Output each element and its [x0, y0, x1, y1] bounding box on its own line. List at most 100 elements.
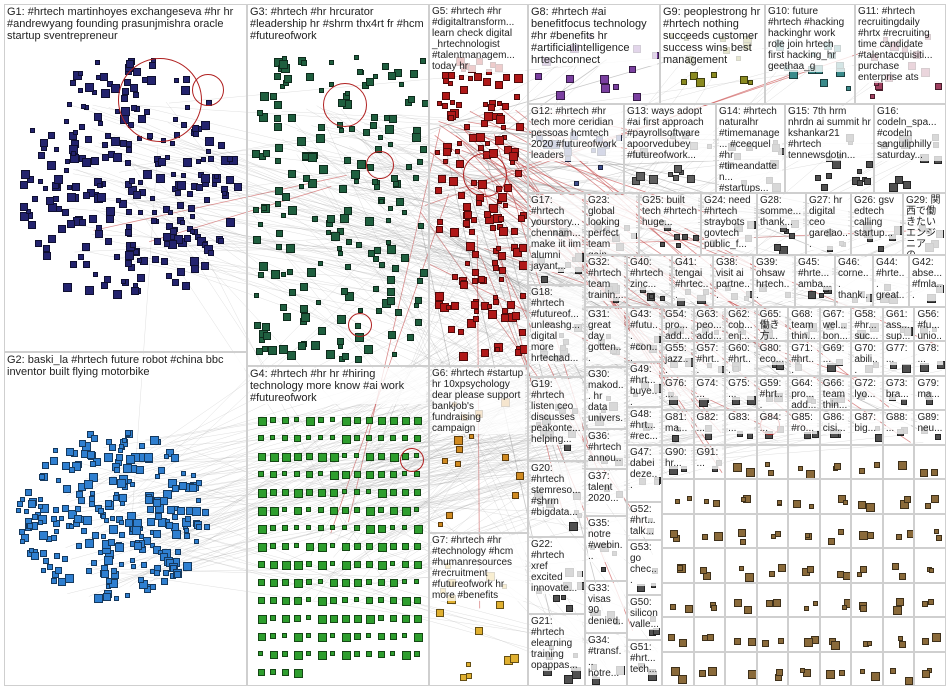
graph-node: [354, 435, 360, 441]
graph-node: [256, 110, 263, 117]
graph-node: [173, 235, 183, 245]
graph-node: [448, 326, 456, 334]
graph-node: [270, 489, 277, 496]
graph-node: [338, 250, 344, 256]
group-label: G45: #hrte... amba...: [798, 257, 832, 290]
group-label: G28: somme... thank...: [760, 195, 804, 228]
graph-edge: [118, 215, 881, 339]
graph-node: [188, 204, 196, 212]
graph-node: [449, 176, 459, 186]
graph-node: [42, 245, 50, 253]
graph-node: [564, 675, 574, 685]
graph-edge: [352, 250, 906, 310]
graph-node: [306, 268, 316, 278]
graph-node: [330, 232, 340, 242]
graph-node: [278, 344, 288, 354]
graph-node: [66, 102, 72, 108]
graph-edge: [312, 157, 682, 248]
group-label: G24: need #hrtech straybots govtech publ…: [704, 195, 754, 250]
graph-node: [402, 210, 408, 216]
graph-node: [402, 435, 408, 441]
graph-node: [253, 235, 262, 244]
graph-node: [419, 57, 426, 64]
graph-node: [189, 214, 195, 220]
graph-node: [116, 198, 122, 204]
graph-node: [768, 469, 775, 476]
graph-node: [330, 525, 335, 530]
graph-node: [67, 185, 72, 191]
graph-node: [253, 293, 259, 299]
graph-node: [746, 467, 756, 477]
graph-node: [402, 633, 407, 638]
graph-node: [442, 159, 448, 165]
group-g7: G7: #hrtech #hr #technology #hcm #humanr…: [429, 533, 528, 686]
graph-node: [129, 557, 135, 563]
graph-node: [372, 73, 378, 79]
graph-node: [866, 503, 876, 513]
graph-node: [712, 500, 720, 508]
graph-node: [288, 289, 296, 297]
graph-node: [701, 534, 708, 540]
graph-node: [136, 257, 142, 263]
graph-node: [97, 508, 104, 515]
graph-node: [366, 507, 375, 516]
graph-node: [174, 570, 182, 578]
group-cell: [725, 548, 757, 583]
graph-node: [72, 183, 81, 191]
graph-node: [414, 543, 421, 550]
graph-node: [126, 140, 133, 147]
group-cell: [788, 651, 820, 686]
graph-node: [354, 579, 362, 587]
graph-node: [104, 499, 112, 507]
graph-node: [183, 528, 189, 534]
graph-node: [889, 182, 899, 192]
graph-node: [287, 113, 296, 122]
graph-node: [832, 160, 842, 170]
graph-node: [442, 148, 451, 157]
graph-node: [82, 261, 90, 269]
group-cell: [662, 617, 694, 652]
graph-node: [270, 435, 275, 440]
graph-node: [483, 211, 491, 219]
graph-node: [738, 566, 744, 572]
graph-node: [51, 577, 58, 584]
graph-node: [114, 542, 124, 552]
group-label: G76: ...: [665, 377, 691, 400]
graph-node: [414, 489, 421, 496]
graph-node: [139, 442, 146, 449]
graph-node: [94, 113, 103, 122]
graph-node: [130, 242, 137, 249]
graph-node: [195, 479, 202, 486]
graph-node: [84, 538, 94, 548]
group-g46: G46: corne... thank...: [835, 255, 873, 307]
graph-node: [498, 226, 508, 236]
group-g45: G45: #hrte... amba...: [795, 255, 835, 307]
group-label: G44: #hrte... great...: [876, 257, 906, 306]
graph-node: [743, 605, 752, 614]
graph-node: [388, 114, 397, 123]
group-g31: G31: great day gotten...: [585, 307, 627, 367]
graph-node: [263, 150, 271, 158]
group-label: G50: silicon valle...: [630, 597, 661, 630]
graph-node: [703, 571, 712, 580]
graph-node: [843, 598, 851, 608]
graph-node: [805, 533, 811, 539]
graph-node: [677, 565, 684, 572]
graph-node: [70, 80, 77, 87]
graph-node: [390, 525, 395, 530]
graph-node: [504, 145, 513, 154]
group-label: G68: team thin...: [791, 309, 817, 342]
graph-edge: [115, 539, 549, 638]
graph-node: [458, 192, 466, 200]
graph-node: [64, 167, 70, 173]
group-cell: [819, 582, 852, 618]
graph-edge: [80, 442, 924, 509]
graph-node: [317, 261, 323, 267]
group-label: G46: corne... thank...: [838, 257, 870, 306]
group-cell: [788, 548, 820, 583]
graph-node: [141, 561, 148, 568]
graph-node: [294, 435, 301, 442]
group-cell: [882, 617, 915, 652]
graph-node: [104, 133, 111, 140]
group-label: G66: team thin...: [822, 377, 849, 411]
